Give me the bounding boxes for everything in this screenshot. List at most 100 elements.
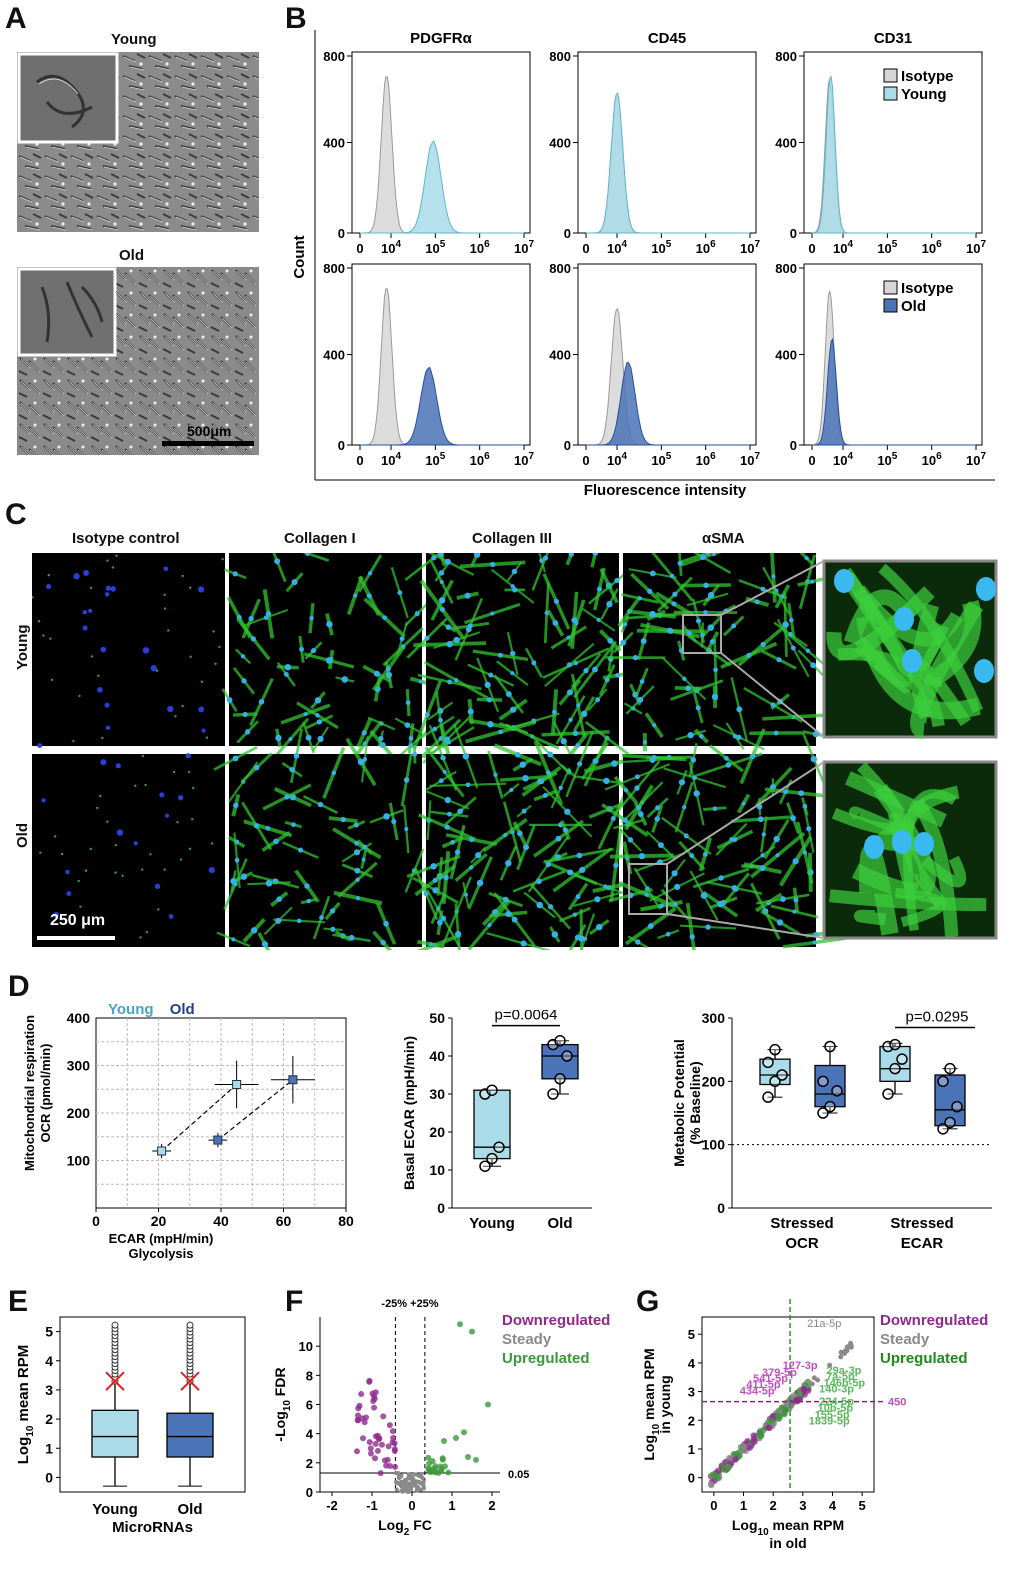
- y-axis-label-2: (% Baseline): [687, 1061, 703, 1144]
- data-point: [937, 1123, 949, 1135]
- steady-point: [396, 1471, 401, 1476]
- p-value-annotation: p=0.0295: [906, 1010, 969, 1026]
- nucleus: [579, 866, 586, 873]
- zoom-nucleus: [974, 659, 994, 683]
- speck: [97, 674, 100, 677]
- data-point: [493, 1141, 505, 1153]
- nucleus: [760, 853, 765, 858]
- point-young-stressed: [232, 1080, 242, 1089]
- nucleus: [283, 671, 289, 677]
- nucleus: [683, 833, 689, 839]
- nucleus: [355, 877, 360, 883]
- mirna-point: [801, 1386, 808, 1393]
- y-tick-label: 4: [45, 1353, 53, 1369]
- downregulated-point: [376, 1435, 383, 1442]
- nucleus: [637, 696, 644, 703]
- speck: [47, 573, 50, 577]
- x-tick-label: 40: [213, 1213, 229, 1229]
- legend-steady: Steady: [502, 1331, 552, 1348]
- nucleus: [457, 808, 464, 815]
- downregulated-point: [372, 1455, 379, 1462]
- nucleus: [445, 624, 452, 630]
- downregulated-point: [358, 1391, 365, 1398]
- nucleus: [253, 823, 260, 829]
- histogram-young-1: CD45 0 400 800 0 104 105 106 107: [549, 30, 760, 256]
- nucleus: [104, 592, 110, 597]
- nucleus: [226, 697, 233, 703]
- annotation-up: 224-5p: [819, 1396, 854, 1408]
- nucleus: [632, 654, 639, 661]
- nucleus: [595, 697, 601, 703]
- downregulated-point: [390, 1434, 397, 1441]
- nucleus: [310, 647, 317, 654]
- data-point: [824, 1100, 836, 1113]
- legend-isotype-label: Isotype: [901, 280, 954, 297]
- x-tick-label: 2: [488, 1498, 495, 1513]
- zoom-nucleus: [914, 832, 934, 856]
- steady-point: [394, 1487, 399, 1492]
- nucleus: [105, 725, 111, 730]
- x-tick-label: 106: [470, 451, 490, 468]
- data-point: [769, 1043, 781, 1056]
- nucleus: [757, 816, 764, 823]
- nucleus: [564, 808, 571, 815]
- x-tick-label: 1: [448, 1498, 455, 1513]
- data-point: [762, 1091, 774, 1103]
- zoom-cell-process: [845, 771, 947, 828]
- nucleus: [289, 766, 295, 773]
- nucleus: [682, 676, 687, 681]
- if-tile-old-3: [601, 728, 847, 950]
- histogram-young-0: PDGFRα 0 400 800 0 104 105 106 107: [323, 30, 534, 256]
- nucleus: [397, 590, 403, 596]
- nucleus: [316, 719, 322, 725]
- speck: [144, 783, 147, 787]
- frame: [59, 1316, 246, 1493]
- x-tick-label: 104: [833, 451, 853, 468]
- y-tick-label: 0: [564, 438, 571, 453]
- y-tick-label: 0: [790, 226, 797, 241]
- speck: [149, 853, 152, 856]
- nucleus: [607, 637, 614, 644]
- steady-point: [406, 1472, 411, 1477]
- downregulated-point: [353, 1448, 360, 1455]
- nucleus: [711, 553, 716, 557]
- nucleus: [291, 822, 296, 827]
- nucleus: [439, 606, 445, 612]
- scale-bar: [37, 936, 115, 940]
- nucleus: [511, 916, 518, 923]
- zoom-inset-old: [822, 760, 998, 940]
- panel-a-young-micrograph: [17, 52, 259, 232]
- nucleus: [408, 743, 414, 749]
- nucleus: [754, 599, 760, 605]
- nucleus: [509, 787, 514, 792]
- nucleus: [566, 689, 573, 696]
- x-tick-label: 0: [808, 453, 815, 468]
- downregulated-point: [372, 1440, 379, 1447]
- nucleus: [408, 735, 414, 741]
- nucleus: [537, 778, 544, 785]
- nucleus: [208, 867, 215, 874]
- old-histogram: [360, 366, 524, 446]
- speck: [218, 645, 221, 649]
- nucleus: [476, 879, 484, 887]
- y-tick-label: 800: [323, 49, 345, 64]
- nucleus: [164, 813, 170, 818]
- nucleus: [622, 817, 628, 823]
- nucleus: [782, 621, 789, 628]
- y-tick-label: 300: [702, 1010, 726, 1026]
- y-tick-label: 0: [338, 226, 345, 241]
- steady-point: [411, 1477, 416, 1482]
- y-tick-label: 800: [775, 49, 797, 64]
- speck: [121, 874, 124, 877]
- nucleus: [446, 811, 452, 817]
- nucleus: [405, 700, 411, 705]
- nucleus: [244, 729, 251, 735]
- young-histogram: [811, 75, 976, 234]
- nucleus: [383, 920, 389, 927]
- downregulated-point: [391, 1447, 398, 1454]
- x-tick-label: 105: [651, 239, 671, 256]
- y-tick-label: 400: [67, 1010, 91, 1026]
- y-tick-label: 100: [67, 1153, 91, 1169]
